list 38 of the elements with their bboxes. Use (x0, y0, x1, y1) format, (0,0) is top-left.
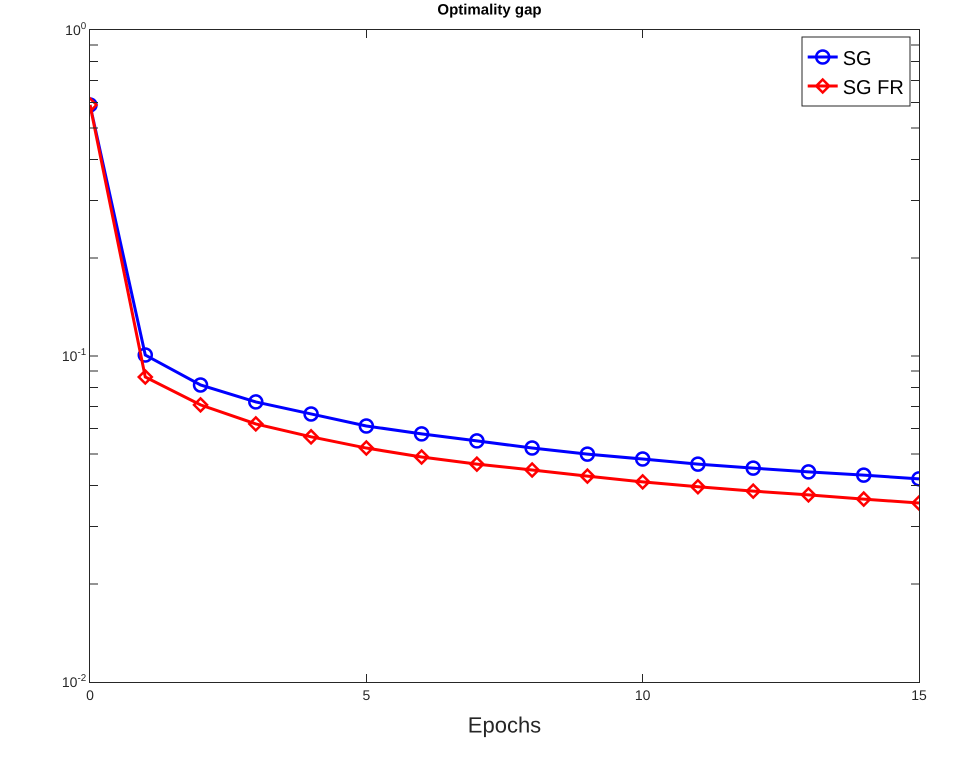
point (524, 440, 540, 456)
point (745, 460, 761, 476)
point (192, 397, 208, 413)
point (580, 468, 596, 484)
point (248, 394, 264, 410)
y-tick-label: 10$^{-2}$ (62, 673, 86, 690)
x-tick-label: 0 (86, 686, 94, 703)
point (358, 440, 374, 456)
point (138, 369, 154, 385)
x-tick-label: 10 (634, 686, 651, 703)
point (690, 456, 706, 472)
point (745, 483, 761, 499)
x-axis-title: Epochs (468, 712, 542, 738)
point (469, 456, 485, 472)
legend-label: SG (842, 48, 872, 70)
point (800, 487, 816, 503)
point (469, 433, 485, 449)
y-tick-label: 10$^{0}$ (65, 21, 87, 38)
point (303, 429, 319, 445)
y-tick-label: 10$^{-1}$ (62, 347, 86, 364)
point (303, 406, 319, 422)
point (634, 451, 650, 467)
point (580, 446, 596, 462)
point (634, 474, 650, 490)
point (192, 377, 208, 393)
point (800, 464, 816, 480)
x-tick-label: 5 (362, 686, 370, 703)
point (524, 462, 540, 478)
legend-label: SG FR (842, 76, 904, 99)
chart-title: Optimality gap (437, 1, 542, 18)
point (856, 467, 872, 483)
point (358, 418, 374, 434)
point (414, 426, 430, 442)
point (414, 449, 430, 465)
point (856, 491, 872, 507)
point (248, 416, 264, 432)
x-tick-label: 15 (911, 686, 927, 703)
point (690, 479, 706, 495)
